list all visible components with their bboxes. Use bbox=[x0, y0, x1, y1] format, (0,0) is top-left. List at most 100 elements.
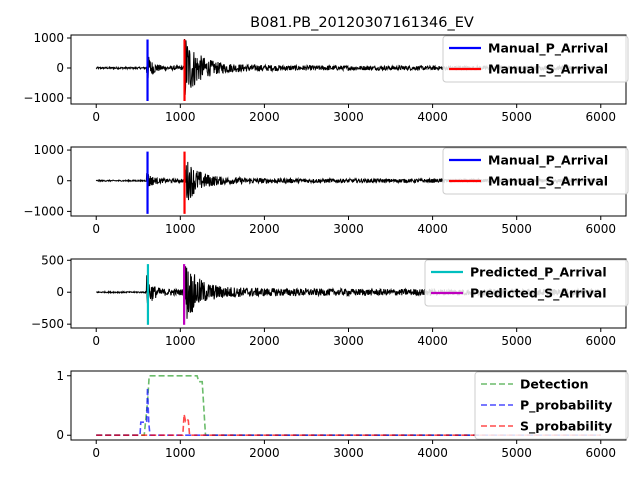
x-tick: 2000 bbox=[249, 216, 280, 236]
x-tick-label: 2000 bbox=[249, 110, 280, 124]
x-tick-label: 5000 bbox=[501, 110, 532, 124]
x-tick: 1000 bbox=[165, 216, 196, 236]
y-tick: 0 bbox=[56, 61, 71, 75]
x-tick-label: 4000 bbox=[417, 446, 448, 460]
y-tick: −1000 bbox=[23, 91, 71, 105]
legend-label: Manual_S_Arrival bbox=[488, 62, 608, 78]
x-tick: 0 bbox=[92, 104, 100, 124]
y-tick-label: −1000 bbox=[23, 204, 64, 218]
x-tick-label: 3000 bbox=[333, 446, 364, 460]
figure-title: B081.PB_20120307161346_EV bbox=[250, 15, 474, 31]
x-tick-label: 1000 bbox=[165, 334, 196, 348]
x-tick: 1000 bbox=[165, 328, 196, 348]
x-tick: 6000 bbox=[585, 440, 616, 460]
series-s-probability bbox=[96, 414, 601, 436]
y-tick: 500 bbox=[41, 253, 71, 267]
y-tick-label: 0 bbox=[56, 61, 64, 75]
x-tick: 5000 bbox=[501, 216, 532, 236]
x-tick-label: 6000 bbox=[585, 110, 616, 124]
x-tick-label: 2000 bbox=[249, 222, 280, 236]
legend-label: Predicted_S_Arrival bbox=[470, 286, 607, 302]
x-tick-label: 5000 bbox=[501, 334, 532, 348]
legend: Manual_P_Arrival Manual_S_Arrival bbox=[442, 147, 629, 195]
x-tick-label: 1000 bbox=[165, 222, 196, 236]
panel-waveform-1: 0 1000 2000 3000 4000 5000 6000 1000 0 −1000 Manua… bbox=[23, 31, 629, 124]
x-tick-label: 2000 bbox=[249, 446, 280, 460]
x-tick-label: 0 bbox=[92, 446, 100, 460]
y-tick-label: 1000 bbox=[33, 31, 64, 45]
x-tick: 0 bbox=[92, 440, 100, 460]
legend: Manual_P_Arrival Manual_S_Arrival bbox=[442, 35, 629, 83]
x-tick: 1000 bbox=[165, 104, 196, 124]
x-tick-label: 3000 bbox=[333, 222, 364, 236]
x-tick: 3000 bbox=[333, 104, 364, 124]
x-tick: 2000 bbox=[249, 440, 280, 460]
legend: Detection P_probability S_probability bbox=[474, 371, 629, 440]
x-tick: 3000 bbox=[333, 440, 364, 460]
x-tick-label: 2000 bbox=[249, 334, 280, 348]
y-tick: 0 bbox=[56, 428, 71, 442]
x-tick: 4000 bbox=[417, 216, 448, 236]
x-tick-label: 4000 bbox=[417, 110, 448, 124]
x-tick: 0 bbox=[92, 216, 100, 236]
x-tick: 4000 bbox=[417, 328, 448, 348]
y-tick: −500 bbox=[31, 317, 71, 331]
y-tick-label: 0 bbox=[56, 428, 64, 442]
legend-label: Manual_S_Arrival bbox=[488, 174, 608, 190]
x-tick: 2000 bbox=[249, 328, 280, 348]
panel-waveform-3: 0 1000 2000 3000 4000 5000 60005000−500Predict… bbox=[31, 253, 629, 348]
panel-waveform-2: 0 1000 2000 3000 4000 5000 6000 1000 0 −1000 Manua… bbox=[23, 143, 629, 236]
x-tick-label: 3000 bbox=[333, 110, 364, 124]
legend-label: Predicted_P_Arrival bbox=[470, 265, 607, 281]
x-tick-label: 0 bbox=[92, 222, 100, 236]
x-tick-label: 0 bbox=[92, 334, 100, 348]
legend-label: P_probability bbox=[520, 398, 612, 414]
x-tick: 6000 bbox=[585, 216, 616, 236]
x-tick-label: 6000 bbox=[585, 446, 616, 460]
x-tick: 1000 bbox=[165, 440, 196, 460]
x-tick-label: 1000 bbox=[165, 110, 196, 124]
x-tick: 6000 bbox=[585, 104, 616, 124]
x-tick: 4000 bbox=[417, 104, 448, 124]
y-tick: 1000 bbox=[33, 31, 71, 45]
x-tick: 4000 bbox=[417, 440, 448, 460]
x-tick: 0 bbox=[92, 328, 100, 348]
y-tick-label: −1000 bbox=[23, 91, 64, 105]
x-tick-label: 6000 bbox=[585, 334, 616, 348]
legend-label: Manual_P_Arrival bbox=[488, 41, 608, 57]
x-tick-label: 5000 bbox=[501, 222, 532, 236]
x-tick: 5000 bbox=[501, 104, 532, 124]
x-tick-label: 5000 bbox=[501, 446, 532, 460]
x-tick-label: 1000 bbox=[165, 446, 196, 460]
y-tick-label: 1 bbox=[56, 369, 64, 383]
y-tick: 1 bbox=[56, 369, 71, 383]
x-tick-label: 4000 bbox=[417, 222, 448, 236]
x-tick: 2000 bbox=[249, 104, 280, 124]
y-tick: 0 bbox=[56, 174, 71, 188]
y-tick: 1000 bbox=[33, 143, 71, 157]
x-tick-label: 4000 bbox=[417, 334, 448, 348]
plot-area bbox=[96, 375, 601, 436]
x-tick: 3000 bbox=[333, 328, 364, 348]
panel-probabilities: 0 1000 2000 3000 4000 5000 6000 1 0 Detection P_pr… bbox=[56, 369, 629, 460]
x-tick-label: 6000 bbox=[585, 222, 616, 236]
y-tick-label: 1000 bbox=[33, 143, 64, 157]
x-tick-label: 0 bbox=[92, 110, 100, 124]
legend: Predicted_P_Arrival Predicted_S_Arrival bbox=[424, 259, 629, 307]
x-tick: 5000 bbox=[501, 440, 532, 460]
legend-label: Detection bbox=[520, 377, 588, 392]
x-tick: 6000 bbox=[585, 328, 616, 348]
y-tick: 0 bbox=[56, 285, 71, 299]
legend-label: Manual_P_Arrival bbox=[488, 153, 608, 169]
series-p-probability bbox=[96, 387, 601, 436]
x-tick: 3000 bbox=[333, 216, 364, 236]
x-tick-label: 3000 bbox=[333, 334, 364, 348]
legend-label: S_probability bbox=[520, 419, 612, 435]
y-tick-label: 500 bbox=[41, 253, 64, 267]
y-tick-label: 0 bbox=[56, 174, 64, 188]
y-tick-label: 0 bbox=[56, 285, 64, 299]
x-tick: 5000 bbox=[501, 328, 532, 348]
series-detection bbox=[96, 375, 601, 436]
y-tick: −1000 bbox=[23, 204, 71, 218]
